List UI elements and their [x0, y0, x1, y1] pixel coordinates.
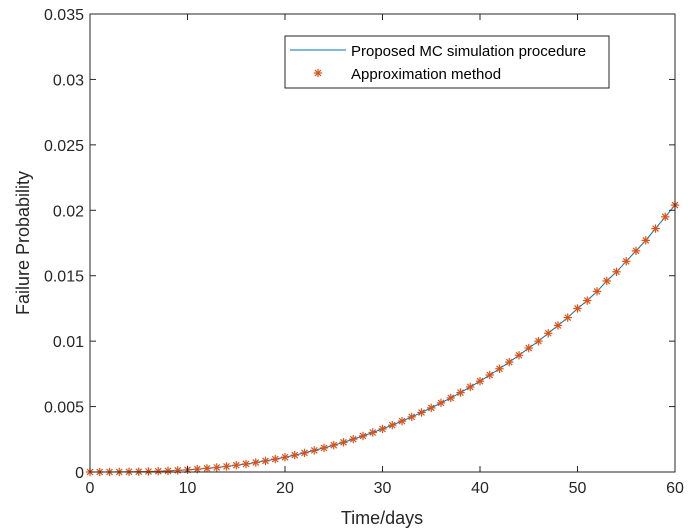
data-point-approximation [319, 443, 329, 453]
x-tick-label: 60 [666, 480, 684, 497]
legend-asterisk-icon [313, 68, 323, 78]
data-point-approximation [202, 464, 212, 473]
data-point-approximation [466, 382, 475, 392]
data-point-approximation [544, 329, 553, 338]
x-axis-label: Time/days [341, 508, 423, 528]
data-point-approximation [310, 446, 319, 455]
data-point-approximation [290, 450, 299, 460]
data-point-approximation [339, 438, 348, 447]
data-point-approximation [407, 412, 416, 422]
data-point-approximation [612, 267, 621, 276]
data-point-approximation [475, 376, 485, 386]
data-point-approximation [495, 364, 504, 373]
data-point-approximation [524, 343, 533, 353]
data-point-approximation [553, 321, 563, 330]
x-tick-label: 10 [179, 480, 197, 497]
data-point-approximation [222, 462, 231, 471]
x-tick-label: 50 [569, 480, 587, 497]
y-tick-label: 0.025 [44, 138, 84, 155]
data-point-approximation [261, 456, 270, 466]
data-point-approximation [378, 424, 387, 434]
data-point-approximation [514, 351, 524, 360]
data-point-approximation [573, 304, 582, 313]
data-point-approximation [271, 454, 280, 464]
legend-box [284, 35, 610, 89]
legend-entry-approximation: Approximation method [351, 66, 501, 83]
data-point-approximation [154, 467, 163, 476]
data-point-approximation [661, 212, 670, 222]
data-point-approximation [583, 296, 592, 305]
x-tick-label: 20 [276, 480, 294, 497]
data-point-approximation [592, 287, 602, 296]
y-tick-label: 0.015 [44, 269, 84, 286]
legend: Proposed MC simulation procedure Approxi… [284, 35, 610, 89]
data-point-approximation [622, 257, 631, 266]
data-point-approximation [173, 466, 182, 475]
y-tick-label: 0.02 [53, 203, 84, 220]
data-point-approximation [631, 246, 641, 256]
y-tick-label: 0.005 [44, 400, 84, 417]
y-axis-label: Failure Probability [13, 171, 33, 315]
legend-entry-mc: Proposed MC simulation procedure [351, 43, 586, 60]
data-point-approximation [388, 420, 397, 430]
data-point-approximation [329, 440, 338, 450]
data-point-approximation [193, 464, 202, 474]
data-point-approximation [144, 467, 153, 476]
data-point-approximation [651, 224, 660, 233]
data-point-approximation [368, 428, 377, 437]
data-point-approximation [505, 357, 514, 367]
data-point-approximation [163, 466, 173, 476]
data-point-approximation [358, 431, 368, 441]
data-point-approximation [563, 313, 572, 322]
data-point-approximation [534, 336, 543, 346]
data-point-approximation [212, 463, 221, 472]
data-point-approximation [251, 458, 260, 467]
y-tick-label: 0.01 [53, 334, 84, 351]
data-point-approximation [280, 453, 290, 462]
data-point-approximation [241, 459, 251, 469]
data-point-approximation [436, 398, 446, 408]
data-point-approximation [602, 276, 611, 286]
data-point-approximation [300, 448, 309, 458]
data-point-approximation [397, 416, 407, 426]
data-point-approximation [417, 408, 426, 417]
y-tick-label: 0.035 [44, 7, 84, 24]
x-tick-label: 0 [86, 480, 95, 497]
data-point-approximation [349, 434, 358, 444]
x-tick-label: 30 [374, 480, 392, 497]
x-tick-label: 40 [471, 480, 489, 497]
ticks-layer: 0 10 20 30 40 50 60 0 0.005 0.01 0.015 0.02 0.025 0.0… [44, 7, 684, 497]
y-tick-label: 0 [75, 465, 84, 482]
data-point-approximation [446, 393, 455, 403]
y-tick-label: 0.03 [53, 72, 84, 89]
data-point-approximation [641, 236, 650, 245]
data-point-approximation [427, 403, 436, 413]
data-point-approximation [456, 388, 465, 397]
legend-marker-asterisk [313, 68, 323, 78]
data-point-approximation [485, 370, 494, 380]
data-point-approximation [232, 461, 241, 470]
